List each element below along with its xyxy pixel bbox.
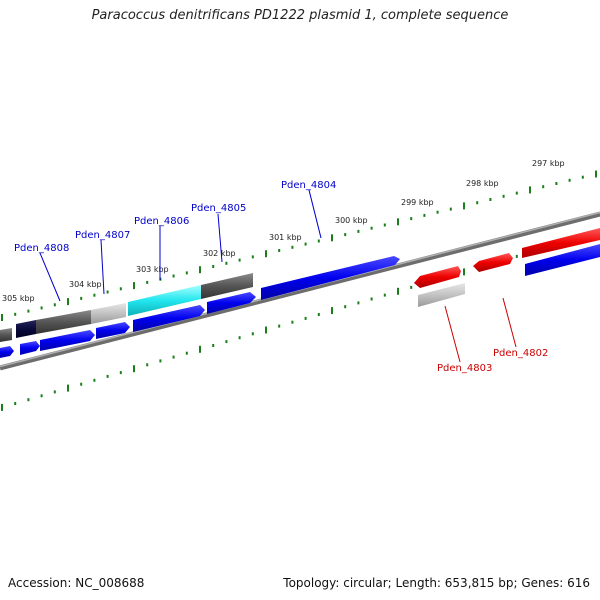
forward-strand-features: [0, 228, 600, 342]
accession-label: Accession: NC_008688: [8, 576, 145, 590]
scale-label-300kbp: 300 kbp: [335, 216, 368, 225]
gene-label-pden-4803[interactable]: Pden_4803: [437, 363, 492, 374]
gene-feature[interactable]: [522, 228, 600, 258]
scale-label-304kbp: 304 kbp: [69, 280, 102, 289]
gene-label-pden-4804[interactable]: Pden_4804: [281, 180, 336, 191]
reverse-gene-labels: Pden_4802 Pden_4803: [437, 348, 548, 374]
leader-pden-4808: [39, 252, 61, 302]
gene-feature[interactable]: [525, 244, 600, 276]
gene-feature[interactable]: [20, 341, 40, 355]
gene-feature[interactable]: [133, 305, 205, 332]
gene-feature[interactable]: [0, 328, 12, 342]
leader-pden-4807: [100, 239, 105, 295]
scale-label-302kbp: 302 kbp: [203, 249, 236, 258]
gene-feature-pden-4802[interactable]: [473, 253, 513, 272]
gene-feature-pden-4803[interactable]: [418, 283, 465, 307]
reverse-strand-features: [414, 253, 513, 307]
gene-feature-pden-4806[interactable]: [128, 285, 201, 316]
scale-ticks-outer: [1, 170, 597, 321]
gene-feature-pden-4807[interactable]: [91, 303, 126, 324]
scale-label-297kbp: 297 kbp: [532, 159, 565, 168]
genome-summary-label: Topology: circular; Length: 653,815 bp; …: [283, 576, 590, 590]
scale-label-305kbp: 305 kbp: [2, 294, 35, 303]
gene-feature-pden-4808[interactable]: [16, 320, 36, 338]
gene-feature[interactable]: [0, 346, 14, 358]
forward-gene-labels: Pden_4804 Pden_4805 Pden_4806 Pden_4807 …: [14, 180, 336, 254]
leader-pden-4804: [308, 189, 322, 239]
reverse-label-leaders: [444, 297, 517, 363]
scale-label-303kbp: 303 kbp: [136, 265, 169, 274]
gene-label-pden-4805[interactable]: Pden_4805: [191, 203, 246, 214]
leader-pden-4805: [217, 213, 223, 263]
gene-label-pden-4802[interactable]: Pden_4802: [493, 348, 548, 359]
gene-feature-pden-4804[interactable]: [261, 256, 400, 300]
gene-feature[interactable]: [96, 322, 130, 339]
gene-feature-pden-4803-partner[interactable]: [414, 266, 461, 288]
forward-label-leaders: [39, 189, 322, 302]
gene-feature[interactable]: [40, 330, 95, 351]
gene-feature[interactable]: [207, 292, 256, 314]
scale-label-299kbp: 299 kbp: [401, 198, 434, 207]
forward-strand-features-row2: [0, 244, 600, 358]
gene-label-pden-4808[interactable]: Pden_4808: [14, 243, 69, 254]
leader-pden-4802: [502, 297, 517, 348]
gene-feature[interactable]: [36, 310, 91, 334]
scale-label-301kbp: 301 kbp: [269, 233, 302, 242]
gene-feature-pden-4805[interactable]: [201, 273, 253, 299]
leader-pden-4803: [444, 305, 461, 363]
scale-label-298kbp: 298 kbp: [466, 179, 499, 188]
gene-label-pden-4806[interactable]: Pden_4806: [134, 216, 189, 227]
backbone-line: [0, 211, 600, 371]
gene-label-pden-4807[interactable]: Pden_4807: [75, 230, 130, 241]
map-title: Paracoccus denitrificans PD1222 plasmid …: [91, 8, 509, 23]
scale-labels: 297 kbp 298 kbp 299 kbp 300 kbp 301 kbp …: [2, 159, 565, 303]
